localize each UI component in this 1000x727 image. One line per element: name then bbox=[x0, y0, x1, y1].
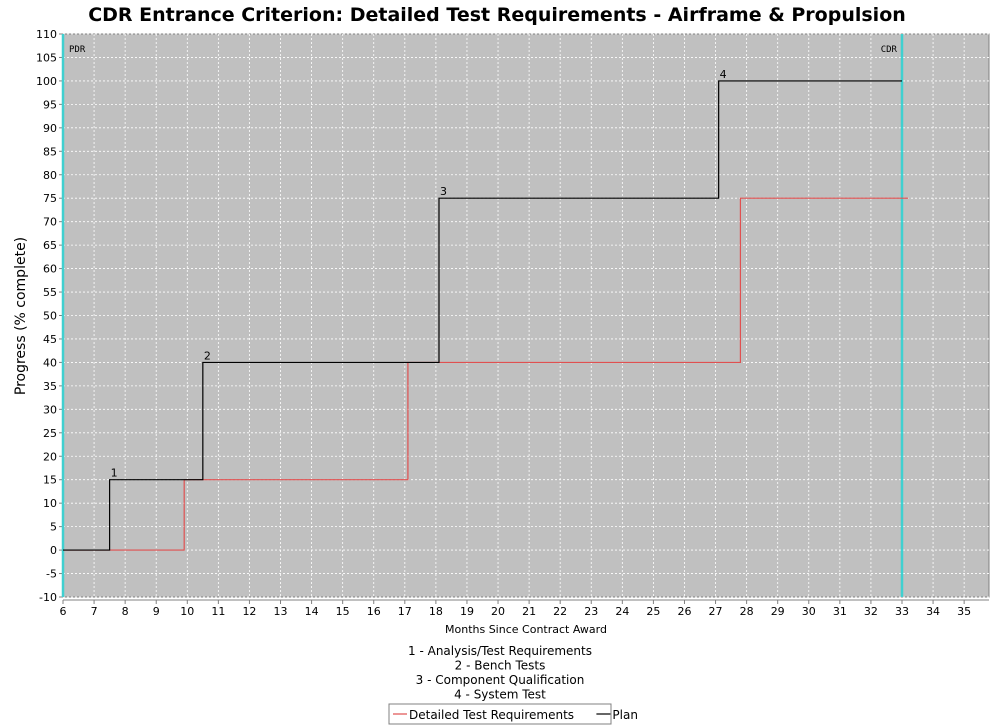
y-axis-label: Progress (% complete) bbox=[13, 237, 29, 395]
y-tick-label: 110 bbox=[36, 28, 57, 41]
y-tick-label: 40 bbox=[43, 356, 57, 369]
x-tick-label: 28 bbox=[740, 605, 754, 618]
plot-area bbox=[62, 33, 990, 598]
x-tick-label: 15 bbox=[336, 605, 350, 618]
annotation-line: 3 - Component Qualification bbox=[416, 673, 585, 687]
x-tick-label: 25 bbox=[646, 605, 660, 618]
y-tick-label: 80 bbox=[43, 169, 57, 182]
x-tick-label: 18 bbox=[429, 605, 443, 618]
x-tick-label: 20 bbox=[491, 605, 505, 618]
x-tick-label: 33 bbox=[895, 605, 909, 618]
x-tick-label: 31 bbox=[833, 605, 847, 618]
y-tick-label: 55 bbox=[43, 286, 57, 299]
x-tick-label: 29 bbox=[771, 605, 785, 618]
step-label: 1 bbox=[111, 467, 118, 480]
x-tick-label: 12 bbox=[242, 605, 256, 618]
y-tick-label: 35 bbox=[43, 380, 57, 393]
annotation-line: 1 - Analysis/Test Requirements bbox=[408, 644, 592, 658]
y-tick-label: 30 bbox=[43, 403, 57, 416]
x-tick-label: 35 bbox=[957, 605, 971, 618]
x-tick-label: 32 bbox=[864, 605, 878, 618]
x-tick-label: 27 bbox=[709, 605, 723, 618]
x-tick-label: 7 bbox=[91, 605, 98, 618]
series-plan bbox=[63, 80, 902, 551]
grid bbox=[62, 33, 989, 598]
y-tick-label: 60 bbox=[43, 263, 57, 276]
step-label: 4 bbox=[720, 68, 727, 81]
y-tick-label: 50 bbox=[43, 310, 57, 323]
series-lines bbox=[63, 80, 909, 551]
y-tick-label: 5 bbox=[50, 521, 57, 534]
step-labels: 1 2 3 4 bbox=[111, 68, 727, 480]
series-detailed-test-requirements bbox=[63, 197, 909, 551]
x-tick-label: 22 bbox=[553, 605, 567, 618]
y-tick-label: 95 bbox=[43, 98, 57, 111]
y-tick-label: 10 bbox=[43, 497, 57, 510]
x-tick-label: 11 bbox=[211, 605, 225, 618]
y-tick-label: -5 bbox=[46, 568, 57, 581]
legend-entry: Plan bbox=[612, 708, 638, 722]
x-tick-label: 6 bbox=[60, 605, 67, 618]
milestone-label-pdr: PDR bbox=[69, 45, 86, 55]
x-tick-label: 24 bbox=[615, 605, 629, 618]
annotation-line: 2 - Bench Tests bbox=[455, 659, 546, 673]
x-tick-label: 10 bbox=[180, 605, 194, 618]
x-tick-label: 19 bbox=[460, 605, 474, 618]
x-tick-label: 34 bbox=[926, 605, 940, 618]
x-tick-label: 13 bbox=[274, 605, 288, 618]
y-tick-label: 85 bbox=[43, 145, 57, 158]
y-tick-label: 15 bbox=[43, 474, 57, 487]
chart-title: CDR Entrance Criterion: Detailed Test Re… bbox=[88, 4, 906, 26]
x-tick-label: 14 bbox=[305, 605, 319, 618]
y-tick-label: 25 bbox=[43, 427, 57, 440]
annotation-line: 4 - System Test bbox=[454, 688, 546, 702]
y-tick-label: 105 bbox=[36, 51, 57, 64]
y-tick-label: 90 bbox=[43, 122, 57, 135]
x-axis-label: Months Since Contract Award bbox=[445, 623, 607, 636]
legend: Detailed Test Requirements Plan bbox=[388, 703, 638, 725]
y-tick-label: 0 bbox=[50, 544, 57, 557]
legend-entry: Detailed Test Requirements bbox=[409, 708, 574, 722]
y-tick-label: 20 bbox=[43, 450, 57, 463]
x-tick-label: 21 bbox=[522, 605, 536, 618]
y-tick-label: 65 bbox=[43, 239, 57, 252]
x-tick-label: 17 bbox=[398, 605, 412, 618]
x-tick-label: 26 bbox=[677, 605, 691, 618]
x-tick-label: 9 bbox=[153, 605, 160, 618]
legend-box bbox=[388, 703, 612, 725]
x-tick-label: 23 bbox=[584, 605, 598, 618]
y-tick-label: 70 bbox=[43, 216, 57, 229]
y-tick-label: 45 bbox=[43, 333, 57, 346]
x-tick-label: 8 bbox=[122, 605, 129, 618]
y-tick-label: 100 bbox=[36, 75, 57, 88]
x-tick-label: 16 bbox=[367, 605, 381, 618]
milestone-markers: PDR CDR bbox=[61, 34, 904, 597]
y-tick-label: -10 bbox=[39, 591, 57, 604]
step-label: 2 bbox=[204, 349, 211, 362]
y-tick-label: 75 bbox=[43, 192, 57, 205]
milestone-label-cdr: CDR bbox=[881, 45, 898, 55]
x-tick-label: 30 bbox=[802, 605, 816, 618]
step-label: 3 bbox=[440, 185, 447, 198]
